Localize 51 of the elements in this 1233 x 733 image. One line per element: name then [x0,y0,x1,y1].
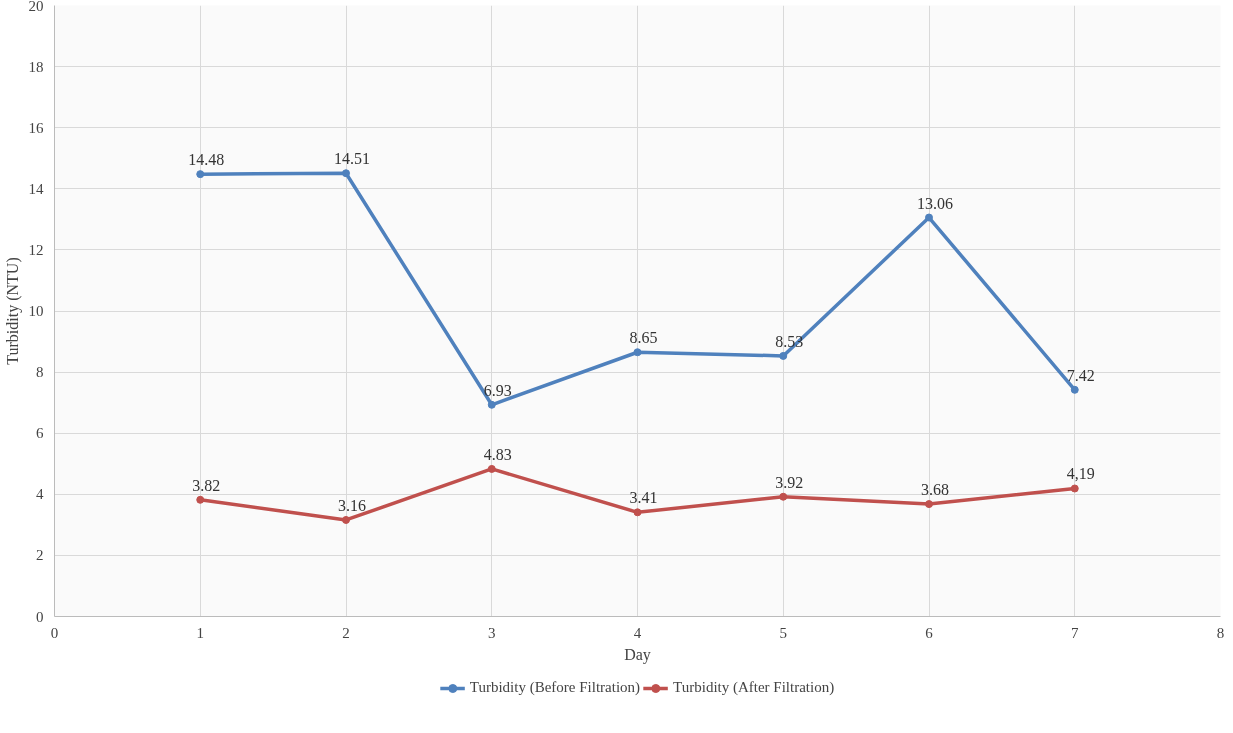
data-label: 3.41 [629,489,658,507]
data-label: 3.68 [921,481,949,499]
data-label: 6.93 [483,381,512,399]
x-tick-label: 5 [779,624,787,641]
point [633,348,642,357]
legend-label: Turbidity (After Filtration) [673,679,835,696]
point [342,169,350,178]
data-label: 3.82 [192,476,221,494]
point [196,495,205,504]
y-tick-label: 12 [28,241,44,258]
y-tick-label: 8 [36,364,44,381]
y-tick-label: 4 [36,486,44,503]
y-tick-label: 2 [36,547,44,564]
y-tick-label: 18 [28,58,44,75]
point [633,508,642,517]
data-label: 4,19 [1066,465,1095,483]
data-label: 13.06 [917,194,953,212]
legend-label: Turbidity (Before Filtration) [469,679,641,696]
y-tick-label: 16 [28,119,44,136]
x-tick-label: 0 [50,624,59,641]
x-tick-label: 8 [1216,624,1225,641]
data-label: 8.65 [629,329,658,347]
point [487,400,496,409]
data-label: 7.42 [1066,366,1095,384]
x-tick-label: 6 [925,624,934,641]
data-label: 3.16 [338,496,366,514]
x-tick-label: 3 [488,624,496,641]
data-label: 3.92 [775,473,804,491]
x-axis-title: Day [624,645,651,664]
data-label: 14.51 [334,150,370,168]
y-tick-label: 20 [28,0,44,14]
point [196,170,205,179]
point [487,464,496,473]
point [1070,484,1079,493]
x-tick-label: 2 [342,624,350,641]
y-tick-label: 6 [36,425,44,442]
y-axis-title: Turbidity (NTU) [3,257,22,365]
point [925,213,933,222]
point [1070,385,1079,394]
data-label: 14.48 [188,151,225,169]
point [342,515,350,524]
point [925,500,933,509]
x-tick-label: 1 [196,624,204,641]
point [779,351,788,360]
y-tick-label: 0 [36,608,44,625]
x-tick-label: 7 [1071,624,1079,641]
point [779,492,788,501]
data-label: 4.83 [483,445,512,463]
x-tick-label: 4 [633,624,642,641]
y-tick-label: 14 [28,180,44,197]
y-tick-label: 10 [28,303,44,319]
